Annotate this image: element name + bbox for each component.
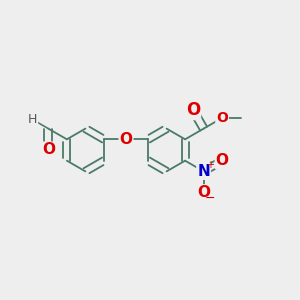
Text: O: O [119, 132, 133, 147]
Text: O: O [216, 111, 228, 125]
Text: −: − [205, 192, 215, 205]
Text: O: O [216, 153, 229, 168]
Text: O: O [197, 185, 210, 200]
Text: N: N [197, 164, 210, 179]
Text: O: O [186, 101, 200, 119]
Text: H: H [28, 113, 37, 126]
Text: O: O [42, 142, 55, 158]
Text: +: + [206, 160, 214, 170]
